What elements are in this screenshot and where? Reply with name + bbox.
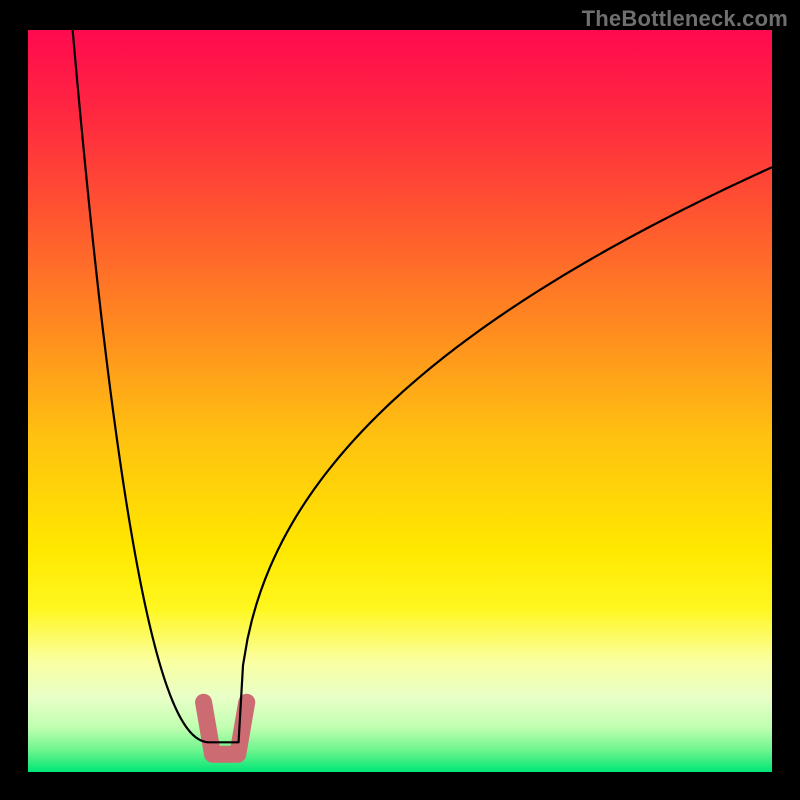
bottleneck-chart: [0, 0, 800, 800]
plot-area: [28, 30, 772, 772]
stage: TheBottleneck.com: [0, 0, 800, 800]
